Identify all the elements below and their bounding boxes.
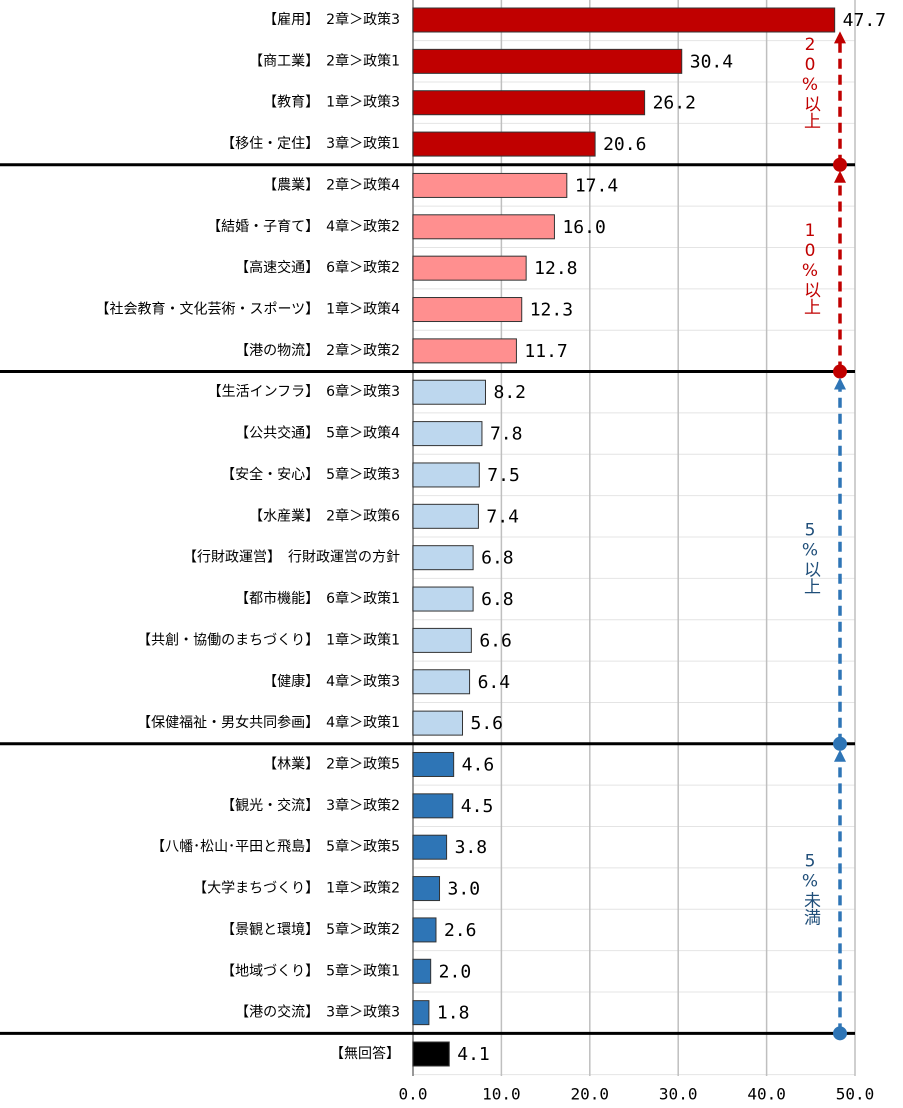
bar — [412, 338, 517, 364]
bar — [412, 90, 646, 116]
arrow-dot — [833, 736, 847, 751]
category-label: 【都市機能】 6章＞政策1 — [235, 590, 400, 607]
value-label: 7.5 — [487, 465, 520, 486]
bar — [412, 1041, 450, 1067]
bar — [412, 586, 474, 612]
value-label: 6.4 — [478, 672, 511, 693]
x-tick-label: 50.0 — [836, 1085, 875, 1104]
bar — [412, 751, 455, 777]
category-label: 【社会教育・文化芸術・スポーツ】 1章＞政策4 — [95, 301, 400, 318]
value-label: 4.1 — [457, 1044, 490, 1065]
value-label: 16.0 — [562, 217, 605, 238]
bar — [412, 7, 836, 33]
bar — [412, 793, 454, 819]
x-tick-label: 30.0 — [659, 1085, 698, 1104]
bar — [412, 214, 555, 240]
category-label: 【景観と環境】 5章＞政策2 — [221, 921, 400, 938]
value-label: 7.4 — [486, 506, 519, 527]
arrow-head — [834, 749, 846, 762]
x-tick-label: 20.0 — [571, 1085, 610, 1104]
value-label: 17.4 — [575, 175, 618, 196]
bar — [412, 48, 683, 74]
value-label: 7.8 — [490, 424, 523, 445]
group-annotation: 5%以上 — [800, 521, 821, 595]
value-label: 4.5 — [461, 796, 494, 817]
bar — [412, 379, 486, 405]
category-label: 【港の物流】 2章＞政策2 — [235, 342, 400, 359]
category-label: 【港の交流】 3章＞政策3 — [235, 1004, 400, 1021]
category-label: 【生活インフラ】 6章＞政策3 — [208, 383, 400, 400]
bar — [412, 627, 472, 653]
bar — [412, 172, 568, 198]
value-label: 8.2 — [493, 382, 526, 403]
arrow-head — [834, 170, 846, 183]
category-label: 【高速交通】 6章＞政策2 — [235, 259, 400, 276]
bar — [412, 131, 596, 157]
bar — [412, 503, 479, 529]
value-label: 20.6 — [603, 134, 646, 155]
value-label: 5.6 — [471, 713, 504, 734]
value-label: 26.2 — [653, 93, 696, 114]
category-label: 【共創・協働のまちづくり】 1章＞政策1 — [137, 631, 400, 648]
value-label: 11.7 — [524, 341, 567, 362]
category-label: 【教育】 1章＞政策3 — [263, 94, 400, 111]
category-label: 【林業】 2章＞政策5 — [263, 755, 400, 772]
x-tick-label: 10.0 — [482, 1085, 521, 1104]
x-tick-label: 0.0 — [399, 1085, 428, 1104]
bar — [412, 834, 448, 860]
arrow-head — [834, 377, 846, 390]
value-label: 30.4 — [690, 51, 733, 72]
category-label: 【観光・交流】 3章＞政策2 — [221, 797, 400, 814]
bar — [412, 958, 432, 984]
value-label: 3.8 — [455, 837, 488, 858]
category-label: 【地域づくり】 5章＞政策1 — [221, 962, 400, 979]
value-label: 47.7 — [843, 10, 886, 31]
category-label: 【結婚・子育て】 4章＞政策2 — [207, 218, 400, 235]
value-label: 12.8 — [534, 258, 577, 279]
arrow-dot — [833, 364, 847, 379]
value-label: 2.6 — [444, 920, 477, 941]
category-label: 【安全・安心】 5章＞政策3 — [221, 466, 400, 483]
bar — [412, 255, 527, 281]
value-label: 6.8 — [481, 548, 514, 569]
arrow-dot — [833, 157, 847, 172]
bar — [412, 1000, 430, 1026]
category-label: 【八幡･松山･平田と飛島】 5章＞政策5 — [151, 838, 400, 855]
bar — [412, 545, 474, 571]
bar — [412, 297, 523, 323]
value-label: 3.0 — [448, 879, 481, 900]
value-label: 1.8 — [437, 1003, 470, 1024]
arrow-head — [834, 31, 846, 44]
bar — [412, 876, 441, 902]
bar — [412, 421, 483, 447]
value-label: 6.6 — [479, 630, 512, 651]
category-label: 【水産業】 2章＞政策6 — [249, 507, 400, 524]
value-label: 4.6 — [462, 754, 495, 775]
category-label: 【公共交通】 5章＞政策4 — [235, 425, 400, 442]
arrow-dot — [833, 1026, 847, 1041]
bar — [412, 917, 437, 943]
bar — [412, 710, 464, 736]
category-label: 【雇用】 2章＞政策3 — [263, 11, 400, 28]
value-label: 2.0 — [439, 961, 472, 982]
value-label: 12.3 — [530, 300, 573, 321]
category-label: 【保健福祉・男女共同参画】 4章＞政策1 — [137, 714, 400, 731]
category-label: 【移住・定住】 3章＞政策1 — [221, 135, 400, 152]
group-annotation: 20%以上 — [800, 35, 821, 129]
group-annotation: 10%以上 — [800, 221, 821, 315]
x-tick-label: 40.0 — [747, 1085, 786, 1104]
category-label: 【無回答】 — [330, 1045, 400, 1062]
category-label: 【健康】 4章＞政策3 — [263, 673, 400, 690]
category-label: 【行財政運営】 行財政運営の方針 — [183, 550, 400, 566]
value-label: 6.8 — [481, 589, 514, 610]
group-annotation: 5%未満 — [800, 852, 821, 927]
bar — [412, 462, 480, 488]
bar — [412, 669, 471, 695]
category-label: 【大学まちづくり】 1章＞政策2 — [193, 880, 400, 897]
category-label: 【農業】 2章＞政策4 — [263, 176, 400, 193]
category-label: 【商工業】 2章＞政策1 — [249, 52, 400, 69]
